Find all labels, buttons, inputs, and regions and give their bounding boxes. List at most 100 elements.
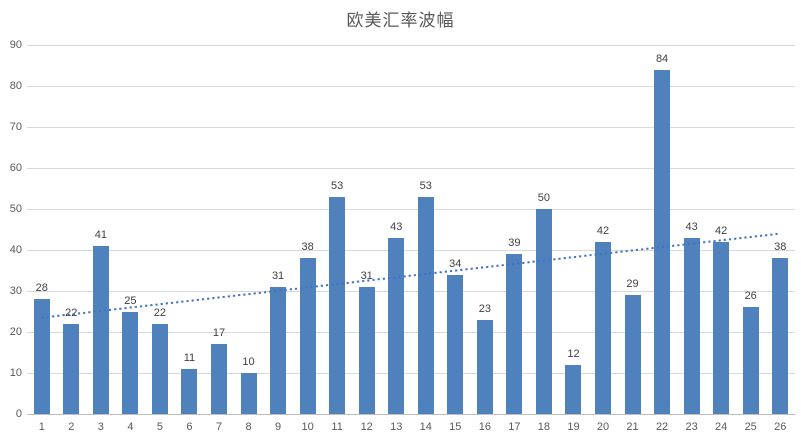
bar-value-label: 34: [449, 257, 462, 270]
bar-23: [683, 237, 700, 414]
x-axis-tick-label: 4: [127, 421, 134, 433]
gridline-y-90: [27, 45, 795, 46]
x-axis-tick-label: 23: [685, 421, 698, 433]
x-axis-tick-label: 25: [744, 421, 757, 433]
bar-22: [654, 69, 671, 414]
bar-5: [151, 323, 168, 414]
x-axis-tick-label: 8: [245, 421, 252, 433]
y-axis-tick-label: 70: [9, 121, 22, 133]
bar-value-label: 42: [715, 224, 728, 237]
y-axis-tick-label: 60: [9, 162, 22, 174]
x-axis-tick-label: 11: [331, 421, 343, 433]
x-axis-tick-label: 10: [301, 421, 314, 433]
bar-value-label: 39: [508, 237, 521, 250]
bar-value-label: 25: [124, 294, 137, 307]
gridline-y-80: [27, 86, 795, 87]
x-axis-tick-label: 26: [774, 421, 787, 433]
gridline-y-30: [27, 291, 795, 292]
bar-4: [122, 311, 139, 414]
gridline-y-70: [27, 127, 795, 128]
bar-value-label: 50: [537, 192, 551, 204]
bar-25: [742, 307, 759, 414]
bar-value-label: 38: [774, 241, 787, 254]
bar-value-label: 10: [242, 356, 255, 368]
gridline-y-50: [27, 209, 795, 210]
x-axis-tick-label: 19: [567, 421, 580, 433]
chart-title: 欧美汇率波幅: [346, 11, 455, 30]
bar-6: [181, 368, 198, 414]
bar-value-label: 42: [596, 224, 610, 237]
bar-value-label: 22: [153, 306, 167, 319]
bar-13: [388, 237, 405, 414]
bar-value-label: 23: [478, 302, 491, 315]
y-axis-tick-label: 20: [9, 326, 22, 338]
bar-11: [329, 196, 346, 414]
x-axis-tick-label: 22: [655, 421, 669, 433]
x-axis-tick-label: 13: [390, 421, 403, 433]
y-axis-tick-label: 30: [9, 285, 22, 297]
x-axis-tick-label: 18: [537, 421, 551, 433]
bar-value-label: 29: [626, 278, 639, 291]
bar-7: [211, 344, 227, 414]
gridline-y-10: [27, 373, 795, 374]
bar-value-label: 41: [94, 228, 107, 241]
bar-2: [63, 323, 80, 414]
bar-26: [772, 258, 789, 414]
gridline-y-40: [27, 250, 795, 251]
x-axis-tick-label: 1: [38, 421, 45, 433]
x-axis-tick-label: 20: [596, 421, 610, 433]
bar-3: [92, 245, 109, 414]
bar-24: [713, 241, 730, 414]
y-axis-tick-label: 40: [9, 244, 22, 256]
bar-value-label: 17: [212, 327, 226, 340]
y-axis-tick-label: 80: [9, 80, 22, 92]
bar-value-label: 84: [655, 52, 669, 65]
x-axis-tick-label: 7: [215, 421, 223, 433]
bar-8: [240, 373, 257, 414]
y-axis-tick-label: 50: [9, 203, 22, 215]
bar-value-label: 31: [360, 269, 373, 282]
bar-value-label: 43: [685, 220, 698, 233]
x-axis-tick-label: 5: [156, 421, 163, 433]
x-axis-tick-label: 15: [449, 421, 462, 433]
bar-20: [595, 241, 611, 414]
x-axis-tick-label: 14: [419, 421, 432, 433]
bar-15: [447, 274, 464, 414]
bar-17: [506, 254, 523, 414]
bar-1: [33, 299, 50, 414]
bar-10: [299, 258, 316, 414]
bar-9: [270, 286, 287, 414]
gridline-y-20: [27, 332, 795, 333]
gridline-y-60: [27, 168, 795, 169]
x-axis-tick-label: 17: [508, 421, 521, 433]
bar-14: [417, 196, 434, 414]
x-axis-line: [27, 414, 795, 415]
bar-18: [535, 209, 552, 414]
x-axis-tick-label: 3: [97, 421, 104, 433]
bar-value-label: 53: [331, 179, 344, 192]
x-axis-tick-label: 9: [275, 421, 282, 433]
bar-value-label: 12: [567, 347, 580, 360]
bar-value-label: 38: [301, 241, 314, 254]
bar-value-label: 43: [390, 220, 403, 233]
bar-19: [565, 364, 582, 414]
x-axis-tick-label: 21: [626, 421, 639, 433]
y-axis-tick-label: 90: [9, 39, 22, 51]
bar-21: [624, 295, 641, 414]
bar-16: [476, 319, 493, 414]
bar-value-label: 53: [419, 179, 432, 192]
bar-12: [358, 286, 375, 414]
y-axis-tick-label: 10: [9, 367, 22, 379]
bar-value-label: 26: [744, 290, 757, 303]
x-axis-tick-label: 24: [715, 421, 728, 433]
bar-value-label: 31: [271, 269, 285, 282]
x-axis-tick-label: 12: [360, 421, 373, 433]
x-axis-tick-label: 6: [186, 421, 193, 433]
x-axis-tick-label: 16: [478, 421, 491, 433]
y-axis-tick-label: 0: [15, 408, 22, 420]
bar-value-label: 11: [183, 351, 196, 364]
bar-value-label: 28: [35, 282, 48, 295]
bar-value-label: 22: [65, 306, 78, 319]
x-axis-tick-label: 2: [68, 421, 75, 433]
